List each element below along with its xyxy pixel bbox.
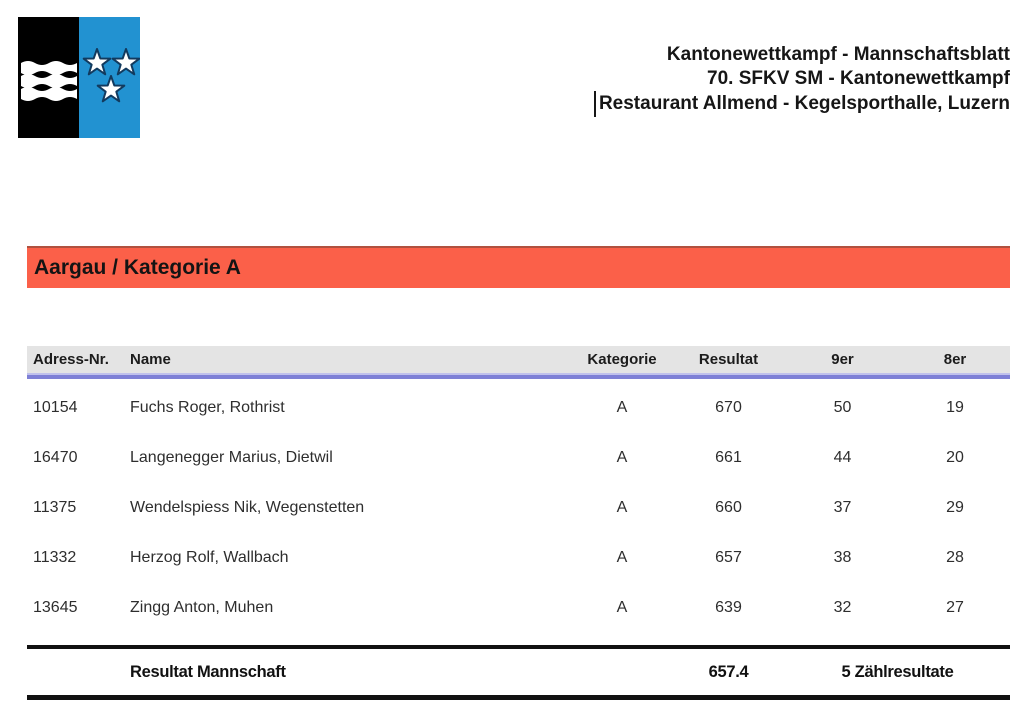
header-title-line1: Kantonewettkampf - Mannschaftsblatt [666, 44, 1010, 65]
cell-9er: 37 [833, 499, 852, 516]
cell-adress-nr: 11375 [33, 499, 77, 516]
cell-8er: 29 [946, 499, 964, 516]
cell-adress-nr: 13645 [33, 599, 78, 616]
table-row: 11332 Herzog Rolf, Wallbach A 657 38 28 [27, 533, 1010, 583]
cell-kategorie: A [616, 549, 628, 566]
cell-8er: 19 [946, 399, 964, 416]
cell-name: Wendelspiess Nik, Wegenstetten [130, 499, 365, 516]
cell-kategorie: A [616, 599, 628, 616]
aargau-flag-svg [18, 17, 141, 138]
results-table: Adress-Nr. Name Kategorie Resultat 9er 8… [27, 346, 1010, 700]
cell-name: Fuchs Roger, Rothrist [130, 399, 285, 416]
footer-zaehlresultate: 5 Zählresultate [841, 662, 954, 681]
cell-name: Langenegger Marius, Dietwil [130, 449, 333, 466]
category-banner: Aargau / Kategorie A [27, 246, 1010, 288]
cell-name: Herzog Rolf, Wallbach [130, 549, 289, 566]
table-header-row: Adress-Nr. Name Kategorie Resultat 9er 8… [27, 346, 1010, 373]
header-title-line2: 70. SFKV SM - Kantonewettkampf [707, 68, 1010, 89]
cell-9er: 38 [833, 549, 852, 566]
table-row: 11375 Wendelspiess Nik, Wegenstetten A 6… [27, 483, 1010, 533]
footer-team-result: 657.4 [708, 662, 749, 681]
cell-adress-nr: 16470 [33, 449, 78, 466]
cell-8er: 20 [946, 449, 964, 466]
cell-kategorie: A [616, 499, 628, 516]
cell-8er: 28 [946, 549, 964, 566]
header-title-line3-text: Restaurant Allmend - Kegelsporthalle, Lu… [598, 93, 1010, 114]
cell-9er: 44 [833, 449, 852, 466]
cell-8er: 27 [946, 599, 964, 616]
column-header-9er: 9er [831, 351, 854, 368]
cell-resultat: 639 [715, 599, 742, 616]
table-row: 10154 Fuchs Roger, Rothrist A 670 50 19 [27, 383, 1010, 433]
column-header-kategorie: Kategorie [587, 351, 657, 368]
table-row: 13645 Zingg Anton, Muhen A 639 32 27 [27, 583, 1010, 633]
aargau-flag-icon [18, 17, 141, 138]
cell-kategorie: A [616, 449, 628, 466]
document-header: Kantonewettkampf - Mannschaftsblatt 70. … [593, 43, 1010, 117]
footer-label: Resultat Mannschaft [130, 662, 286, 681]
cell-adress-nr: 11332 [33, 549, 77, 566]
cell-9er: 50 [833, 399, 852, 416]
table-header-underline [27, 373, 1010, 379]
cell-resultat: 661 [715, 449, 742, 466]
column-header-adress-nr: Adress-Nr. [33, 351, 109, 368]
text-cursor-bar [593, 91, 596, 117]
header-title-line3: Restaurant Allmend - Kegelsporthalle, Lu… [593, 91, 1010, 117]
cell-resultat: 660 [715, 499, 742, 516]
cell-resultat: 670 [715, 399, 742, 416]
column-header-8er: 8er [943, 351, 967, 368]
table-footer-row: Resultat Mannschaft 657.4 5 Zählresultat… [27, 645, 1010, 700]
table-row: 16470 Langenegger Marius, Dietwil A 661 … [27, 433, 1010, 483]
category-banner-title: Aargau / Kategorie A [34, 256, 241, 279]
column-header-resultat: Resultat [698, 351, 759, 368]
cell-name: Zingg Anton, Muhen [130, 599, 274, 616]
cell-adress-nr: 10154 [33, 399, 78, 416]
column-header-name: Name [130, 351, 171, 368]
table-body: 10154 Fuchs Roger, Rothrist A 670 50 19 … [27, 379, 1010, 633]
cell-resultat: 657 [715, 549, 742, 566]
cell-kategorie: A [616, 399, 628, 416]
cell-9er: 32 [833, 599, 852, 616]
